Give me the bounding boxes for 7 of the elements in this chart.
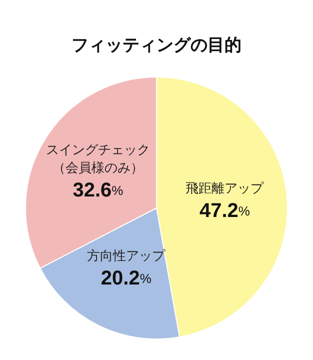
slice-label: 飛距離アップ [186,181,265,196]
data-label: 20.2% [100,267,152,290]
slice-label: スイングチェック（会員様のみ） [46,142,150,176]
chart-title: フィッティングの目的 [72,36,242,56]
data-label: 47.2% [199,200,250,222]
slice-label: 方向性アップ [87,248,166,264]
data-label: 32.6% [72,179,124,202]
